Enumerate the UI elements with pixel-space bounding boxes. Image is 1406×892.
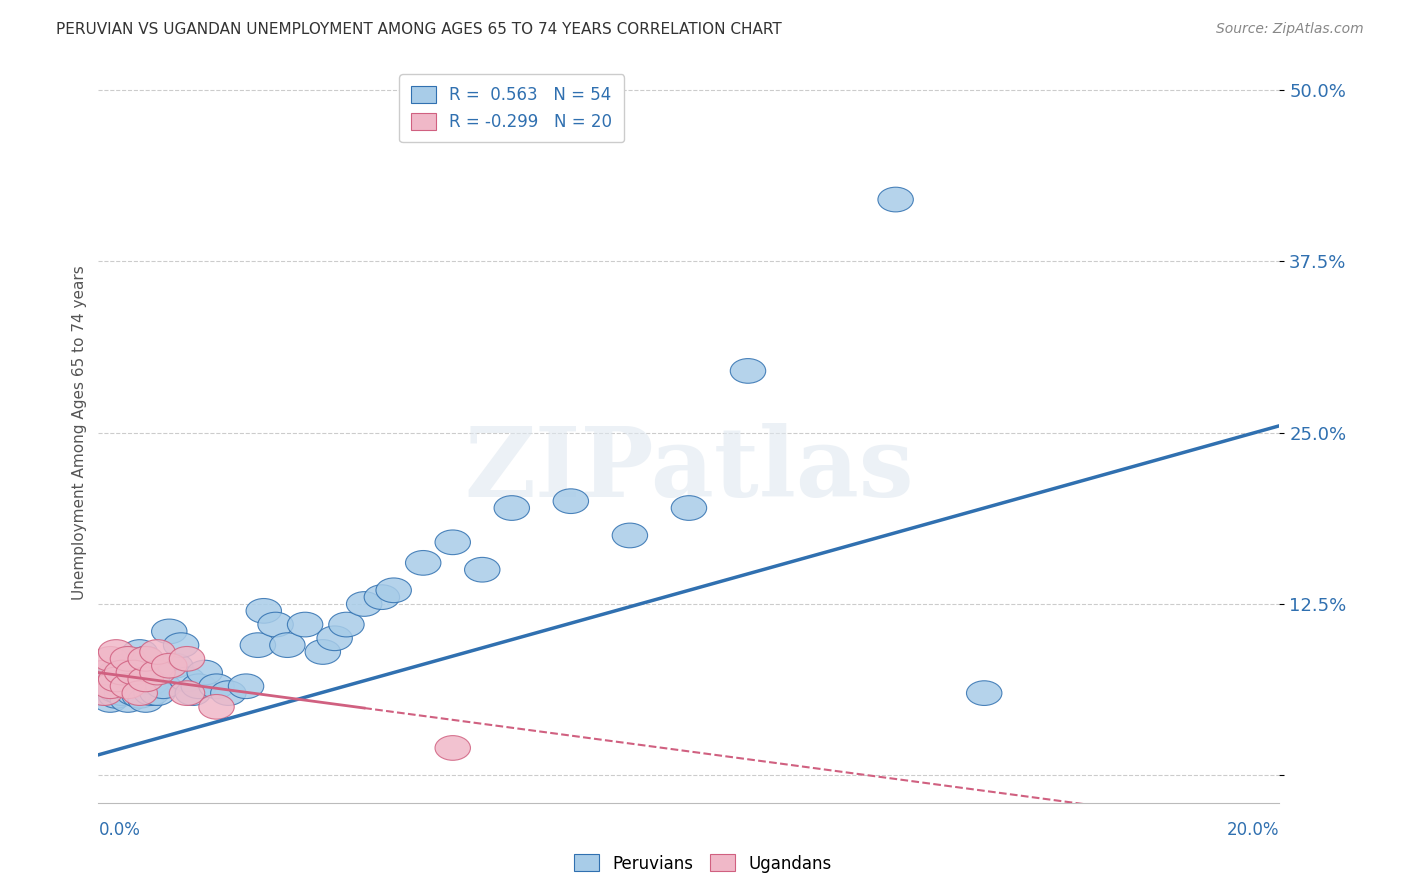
Ellipse shape [93,688,128,713]
Ellipse shape [287,612,323,637]
Ellipse shape [104,660,139,685]
Text: Source: ZipAtlas.com: Source: ZipAtlas.com [1216,22,1364,37]
Ellipse shape [87,681,122,706]
Ellipse shape [110,653,146,678]
Ellipse shape [169,667,205,692]
Ellipse shape [117,660,152,685]
Ellipse shape [128,688,163,713]
Ellipse shape [104,674,139,698]
Ellipse shape [128,667,163,692]
Text: 0.0%: 0.0% [98,822,141,839]
Ellipse shape [110,647,146,671]
Ellipse shape [240,632,276,657]
Ellipse shape [98,678,134,703]
Ellipse shape [494,496,530,520]
Ellipse shape [270,632,305,657]
Ellipse shape [139,681,176,706]
Ellipse shape [139,640,176,665]
Ellipse shape [152,619,187,644]
Ellipse shape [346,591,382,616]
Ellipse shape [375,578,412,603]
Ellipse shape [305,640,340,665]
Ellipse shape [553,489,589,514]
Ellipse shape [98,640,134,665]
Ellipse shape [329,612,364,637]
Legend: Peruvians, Ugandans: Peruvians, Ugandans [568,847,838,880]
Text: ZIPatlas: ZIPatlas [464,423,914,516]
Ellipse shape [146,674,181,698]
Legend: R =  0.563   N = 54, R = -0.299   N = 20: R = 0.563 N = 54, R = -0.299 N = 20 [399,74,624,143]
Ellipse shape [211,681,246,706]
Ellipse shape [405,550,441,575]
Ellipse shape [122,681,157,706]
Y-axis label: Unemployment Among Ages 65 to 74 years: Unemployment Among Ages 65 to 74 years [72,265,87,600]
Ellipse shape [169,681,205,706]
Ellipse shape [316,626,353,650]
Ellipse shape [877,187,914,212]
Ellipse shape [612,523,648,548]
Ellipse shape [157,653,193,678]
Ellipse shape [98,683,134,708]
Ellipse shape [198,674,235,698]
Ellipse shape [169,647,205,671]
Text: PERUVIAN VS UGANDAN UNEMPLOYMENT AMONG AGES 65 TO 74 YEARS CORRELATION CHART: PERUVIAN VS UGANDAN UNEMPLOYMENT AMONG A… [56,22,782,37]
Ellipse shape [93,674,128,698]
Ellipse shape [104,681,139,706]
Ellipse shape [128,647,163,671]
Ellipse shape [152,653,187,678]
Ellipse shape [139,660,176,685]
Ellipse shape [139,660,176,685]
Ellipse shape [110,688,146,713]
Ellipse shape [187,660,222,685]
Ellipse shape [122,683,157,708]
Text: 20.0%: 20.0% [1227,822,1279,839]
Ellipse shape [87,674,122,698]
Ellipse shape [257,612,294,637]
Ellipse shape [246,599,281,624]
Ellipse shape [671,496,707,520]
Ellipse shape [134,670,169,695]
Ellipse shape [198,695,235,719]
Ellipse shape [364,585,399,609]
Ellipse shape [134,681,169,706]
Ellipse shape [122,640,157,665]
Ellipse shape [228,674,264,698]
Ellipse shape [110,674,146,698]
Ellipse shape [434,736,471,760]
Ellipse shape [98,667,134,692]
Ellipse shape [128,647,163,671]
Ellipse shape [117,660,152,685]
Ellipse shape [163,632,198,657]
Ellipse shape [176,681,211,706]
Ellipse shape [730,359,766,384]
Ellipse shape [93,667,128,692]
Ellipse shape [117,681,152,706]
Ellipse shape [93,647,128,671]
Ellipse shape [464,558,501,582]
Ellipse shape [966,681,1002,706]
Ellipse shape [87,660,122,685]
Ellipse shape [110,665,146,689]
Ellipse shape [87,681,122,706]
Ellipse shape [98,660,134,685]
Ellipse shape [181,674,217,698]
Ellipse shape [434,530,471,555]
